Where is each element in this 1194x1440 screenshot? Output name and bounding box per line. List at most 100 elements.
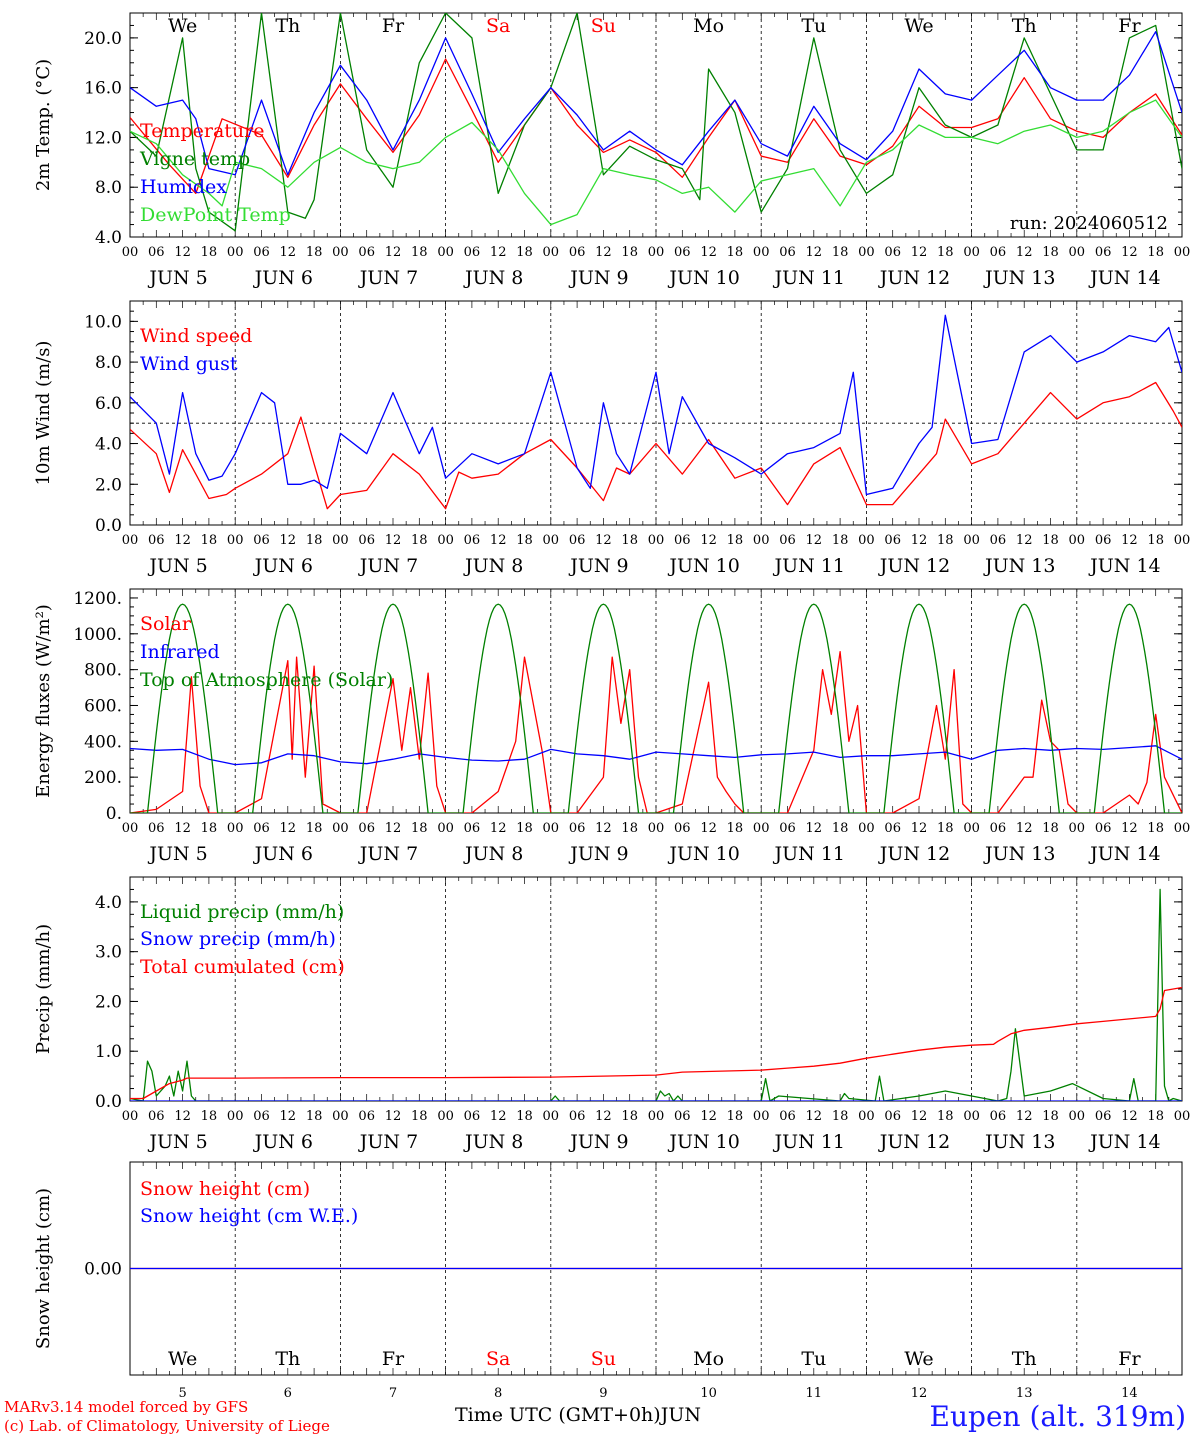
x-hour-label: 18 (832, 245, 849, 260)
x-hour-label: 06 (253, 245, 270, 260)
y-tick-label: 12.0 (84, 128, 122, 148)
model-credit: MARv3.14 model forced by GFS (c) Lab. of… (4, 1398, 330, 1436)
x-hour-label: 12 (280, 245, 297, 260)
x-hour-label: 18 (937, 1109, 954, 1124)
day-name-label: Su (591, 15, 616, 37)
x-hour-label: 18 (1147, 1109, 1164, 1124)
x-hour-label: 06 (1095, 1109, 1112, 1124)
x-hour-label: 12 (595, 533, 612, 548)
x-hour-label: 00 (122, 533, 139, 548)
x-hour-label: 06 (674, 245, 691, 260)
x-hour-label: 12 (700, 1109, 717, 1124)
x-hour-label: 06 (148, 533, 165, 548)
x-hour-label: 00 (332, 533, 349, 548)
x-hour-label: 12 (490, 821, 507, 836)
x-hour-label: 06 (990, 821, 1007, 836)
y-tick-label: 0.0 (95, 1092, 122, 1112)
x-hour-label: 12 (174, 821, 191, 836)
series-line-top-of-atmosphere-solar (130, 603, 1182, 813)
series-line-vigne-temp (130, 13, 1182, 232)
x-hour-label: 12 (700, 533, 717, 548)
x-hour-label: 18 (727, 821, 744, 836)
x-hour-label: 06 (464, 245, 481, 260)
station-title: Eupen (alt. 319m) (929, 1400, 1186, 1433)
x-hour-label: 06 (990, 1109, 1007, 1124)
x-hour-label: 06 (253, 1109, 270, 1124)
x-hour-label: 18 (832, 821, 849, 836)
x-hour-label: 06 (779, 533, 796, 548)
x-hour-label: 18 (621, 821, 638, 836)
x-hour-label: 12 (1121, 533, 1138, 548)
day-name-label: Sa (486, 15, 510, 37)
x-hour-label: 06 (779, 245, 796, 260)
x-date-label: JUN 7 (358, 843, 418, 865)
day-name-label: We (168, 15, 197, 37)
x-hour-label: 00 (332, 1109, 349, 1124)
x-hour-label: 00 (858, 1109, 875, 1124)
x-hour-label: 12 (385, 1109, 402, 1124)
x-hour-label: 00 (648, 245, 665, 260)
y-tick-label: 600. (84, 696, 122, 716)
x-date-label: JUN 9 (568, 267, 628, 289)
x-date-label: JUN 11 (773, 555, 845, 577)
day-number-label: 14 (1121, 1386, 1138, 1401)
x-hour-label: 06 (148, 821, 165, 836)
x-date-label: JUN 5 (147, 1131, 207, 1153)
x-hour-label: 12 (1016, 1109, 1033, 1124)
x-hour-label: 18 (832, 533, 849, 548)
y-tick-label: 1000. (73, 625, 122, 645)
x-hour-label: 18 (411, 533, 428, 548)
run-annotation: run: 2024060512 (1010, 213, 1168, 234)
x-hour-label: 12 (595, 245, 612, 260)
x-hour-label: 12 (911, 245, 928, 260)
x-hour-label: 18 (516, 245, 533, 260)
y-axis-label: 10m Wind (m/s) (33, 341, 54, 486)
y-tick-label: 2.0 (95, 992, 122, 1012)
x-hour-label: 18 (201, 821, 218, 836)
x-hour-label: 18 (411, 821, 428, 836)
x-hour-label: 06 (884, 1109, 901, 1124)
x-hour-label: 00 (858, 821, 875, 836)
series-line-dewpoint-temp (130, 99, 1182, 226)
x-hour-label: 12 (1016, 821, 1033, 836)
x-hour-label: 18 (1042, 1109, 1059, 1124)
y-tick-label: 4.0 (95, 435, 122, 455)
x-hour-label: 00 (543, 1109, 560, 1124)
x-hour-label: 00 (1069, 1109, 1086, 1124)
x-hour-label: 00 (332, 821, 349, 836)
x-hour-label: 18 (306, 245, 323, 260)
x-hour-label: 06 (1095, 245, 1112, 260)
x-hour-label: 06 (990, 533, 1007, 548)
x-hour-label: 18 (306, 1109, 323, 1124)
day-name-label: Fr (382, 15, 405, 37)
x-hour-label: 18 (937, 533, 954, 548)
day-name-label: Fr (382, 1348, 405, 1370)
x-hour-label: 12 (490, 1109, 507, 1124)
y-tick-label: 3.0 (95, 943, 122, 963)
x-hour-label: 06 (569, 245, 586, 260)
legend-entry: Infrared (140, 641, 220, 663)
x-hour-label: 00 (437, 1109, 454, 1124)
x-hour-label: 18 (516, 1109, 533, 1124)
x-date-label: JUN 9 (568, 555, 628, 577)
y-tick-label: 1.0 (95, 1042, 122, 1062)
series-line-infrared (130, 745, 1182, 766)
x-hour-label: 00 (858, 245, 875, 260)
x-hour-label: 18 (201, 533, 218, 548)
x-date-label: JUN 6 (253, 555, 313, 577)
x-hour-label: 06 (1095, 821, 1112, 836)
day-name-label: Tu (801, 1348, 826, 1370)
day-name-label: Sa (486, 1348, 510, 1370)
y-tick-label: 16.0 (84, 79, 122, 99)
x-hour-label: 06 (674, 1109, 691, 1124)
x-hour-label: 00 (437, 533, 454, 548)
x-hour-label: 12 (174, 533, 191, 548)
y-tick-label: 2.0 (95, 475, 122, 495)
x-hour-label: 12 (806, 821, 823, 836)
x-date-label: JUN 10 (667, 555, 739, 577)
x-hour-label: 18 (1042, 245, 1059, 260)
x-hour-label: 06 (674, 533, 691, 548)
x-hour-label-final: 00 (1174, 245, 1191, 260)
x-date-label: JUN 12 (878, 555, 950, 577)
x-hour-label: 06 (148, 245, 165, 260)
